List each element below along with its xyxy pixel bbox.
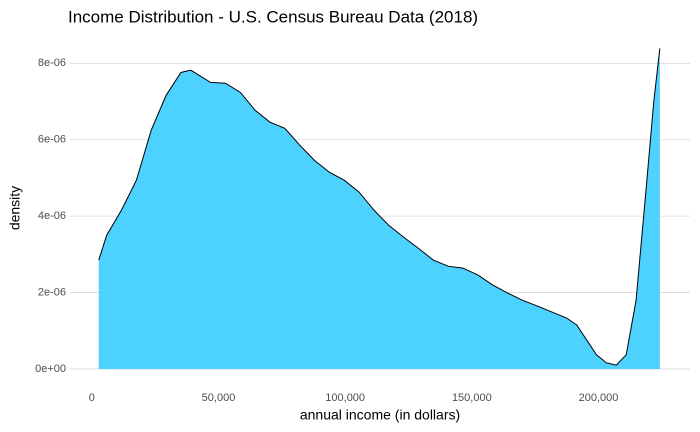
- y-axis-label: density: [7, 186, 23, 230]
- y-tick-label: 6e-06: [38, 134, 66, 146]
- x-tick-label: 150,000: [452, 392, 492, 404]
- x-tick-label: 0: [89, 392, 95, 404]
- area: [98, 48, 660, 369]
- chart-title: Income Distribution - U.S. Census Bureau…: [68, 7, 478, 26]
- y-tick-label: 8e-06: [38, 57, 66, 69]
- area-outline: [98, 48, 661, 366]
- x-tick-label: 200,000: [579, 392, 619, 404]
- x-tick-label: 50,000: [202, 392, 236, 404]
- y-tick-label: 4e-06: [38, 210, 66, 222]
- y-tick-label: 0e+00: [35, 363, 66, 375]
- y-tick-label: 2e-06: [38, 286, 66, 298]
- x-tick-label: 100,000: [325, 392, 365, 404]
- x-axis-label: annual income (in dollars): [300, 407, 460, 423]
